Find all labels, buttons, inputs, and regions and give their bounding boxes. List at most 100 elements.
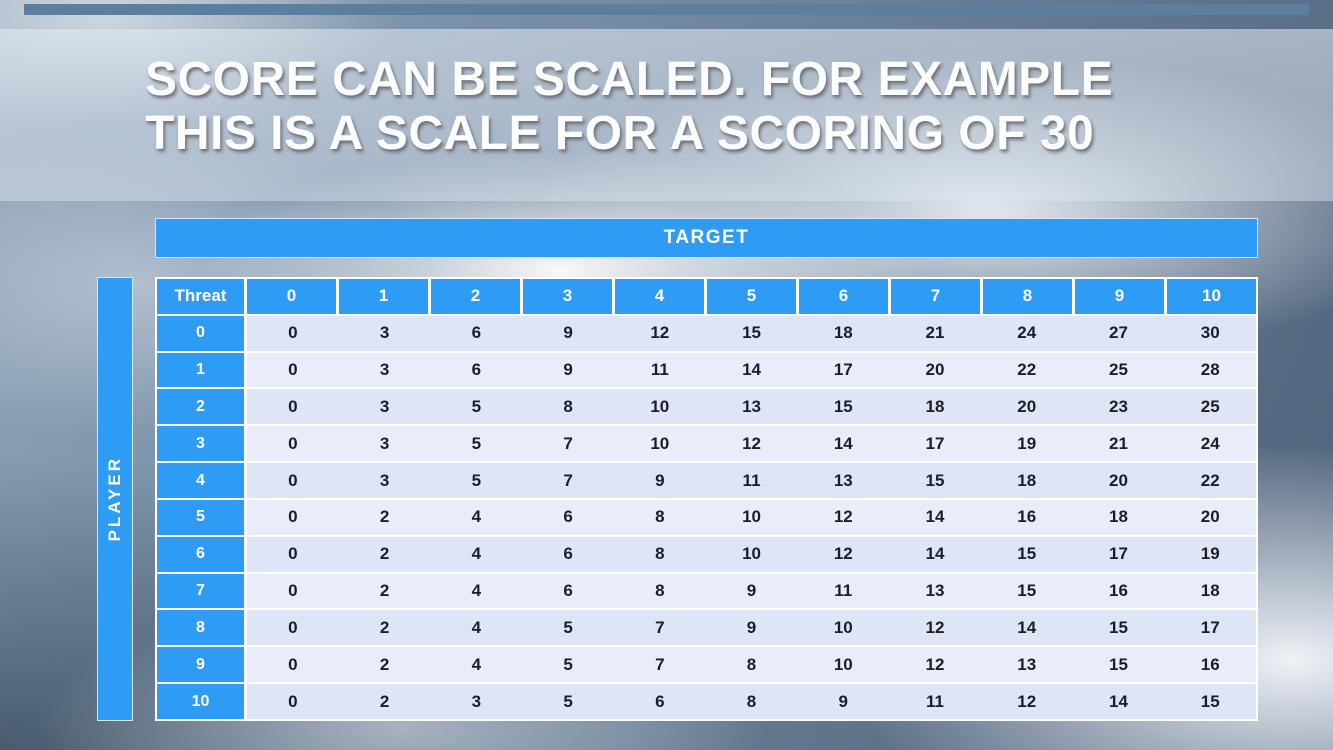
row-header: 6	[157, 536, 247, 572]
score-cell: 13	[705, 389, 798, 425]
score-cell: 2	[338, 647, 431, 683]
score-cell: 8	[522, 389, 614, 425]
score-cell: 16	[1164, 647, 1257, 683]
score-cell: 7	[613, 610, 706, 646]
score-cell: 15	[1072, 610, 1165, 646]
score-cell: 0	[247, 463, 339, 498]
row-header: 7	[157, 573, 247, 609]
score-cell: 14	[889, 499, 981, 535]
score-cell: 11	[705, 463, 798, 498]
score-cell: 0	[247, 647, 339, 683]
score-cell: 15	[1164, 684, 1257, 719]
table-header-row: Threat 0 1 2 3 4 5 6 7 8 9 10	[157, 279, 1256, 314]
score-cell: 15	[797, 389, 890, 425]
score-cell: 2	[338, 573, 431, 609]
score-cell: 17	[1072, 536, 1165, 572]
score-cell: 21	[889, 315, 981, 351]
score-cell: 24	[1164, 426, 1257, 462]
score-cell: 19	[1164, 536, 1257, 572]
score-cell: 19	[980, 426, 1073, 462]
score-cell: 14	[797, 426, 890, 462]
score-cell: 6	[522, 536, 614, 572]
col-header: 0	[247, 279, 339, 314]
score-cell: 23	[1072, 389, 1165, 425]
score-cell: 2	[338, 684, 431, 719]
score-cell: 28	[1164, 352, 1257, 388]
score-cell: 13	[980, 647, 1073, 683]
score-cell: 12	[889, 610, 981, 646]
row-header: 10	[157, 684, 247, 719]
table-row: 4 0 3 5 7 9 11 13 15 18 20 22	[157, 463, 1257, 498]
table-row: 3 0 3 5 7 10 12 14 17 19 21 24	[157, 426, 1257, 462]
score-table: Threat 0 1 2 3 4 5 6 7 8 9 10 0 0 3 6 9 12 15 18 21 24 27 30 1 0 3…	[155, 277, 1258, 721]
score-cell: 3	[338, 426, 431, 462]
score-cell: 3	[430, 684, 523, 719]
score-cell: 6	[522, 573, 614, 609]
score-cell: 4	[430, 647, 523, 683]
table-row: 6 0 2 4 6 8 10 12 14 15 17 19	[157, 536, 1257, 572]
score-cell: 3	[338, 315, 431, 351]
score-cell: 13	[797, 463, 890, 498]
score-cell: 15	[1072, 647, 1165, 683]
score-cell: 12	[705, 426, 798, 462]
score-cell: 5	[430, 463, 523, 498]
score-cell: 7	[522, 426, 614, 462]
score-cell: 0	[247, 684, 339, 719]
table-row: 5 0 2 4 6 8 10 12 14 16 18 20	[157, 499, 1257, 535]
col-header: 1	[339, 279, 431, 314]
score-cell: 0	[247, 610, 339, 646]
score-cell: 8	[613, 536, 706, 572]
score-cell: 6	[430, 352, 523, 388]
score-cell: 30	[1164, 315, 1257, 351]
score-cell: 10	[797, 610, 890, 646]
score-cell: 3	[338, 352, 431, 388]
table-row: 2 0 3 5 8 10 13 15 18 20 23 25	[157, 389, 1257, 425]
col-header: 8	[983, 279, 1075, 314]
title-line-1: SCORE CAN BE SCALED. FOR EXAMPLE	[145, 53, 1114, 106]
score-cell: 8	[705, 684, 798, 719]
score-cell: 15	[980, 573, 1073, 609]
score-cell: 4	[430, 610, 523, 646]
score-cell: 0	[247, 573, 339, 609]
score-cell: 18	[1072, 499, 1165, 535]
score-cell: 16	[980, 499, 1073, 535]
target-axis-header: TARGET	[155, 218, 1258, 258]
score-cell: 3	[338, 389, 431, 425]
score-cell: 14	[980, 610, 1073, 646]
table-row: 10 0 2 3 5 6 8 9 11 12 14 15	[157, 684, 1257, 719]
slide-title: SCORE CAN BE SCALED. FOR EXAMPLE THIS IS…	[145, 53, 1113, 161]
row-header: 5	[157, 499, 247, 535]
table-row: 9 0 2 4 5 7 8 10 12 13 15 16	[157, 647, 1257, 683]
score-cell: 14	[705, 352, 798, 388]
score-cell: 6	[430, 315, 523, 351]
col-header: 6	[799, 279, 891, 314]
score-cell: 2	[338, 536, 431, 572]
score-cell: 5	[522, 684, 614, 719]
score-cell: 0	[247, 499, 339, 535]
score-cell: 6	[613, 684, 706, 719]
row-header: 0	[157, 315, 247, 351]
score-cell: 21	[1072, 426, 1165, 462]
score-cell: 9	[797, 684, 890, 719]
row-header: 8	[157, 610, 247, 646]
score-cell: 20	[980, 389, 1073, 425]
score-cell: 18	[889, 389, 981, 425]
corner-threat-label: Threat	[157, 279, 247, 314]
score-cell: 5	[430, 426, 523, 462]
row-header: 9	[157, 647, 247, 683]
score-cell: 9	[705, 573, 798, 609]
score-cell: 24	[980, 315, 1073, 351]
score-cell: 2	[338, 499, 431, 535]
player-label: PLAYER	[105, 456, 124, 542]
col-header: 10	[1167, 279, 1256, 314]
score-cell: 11	[797, 573, 890, 609]
score-cell: 12	[889, 647, 981, 683]
score-cell: 10	[613, 426, 706, 462]
score-cell: 14	[889, 536, 981, 572]
row-header: 3	[157, 426, 247, 462]
score-cell: 4	[430, 573, 523, 609]
score-cell: 8	[613, 499, 706, 535]
score-cell: 13	[889, 573, 981, 609]
score-cell: 9	[522, 315, 614, 351]
